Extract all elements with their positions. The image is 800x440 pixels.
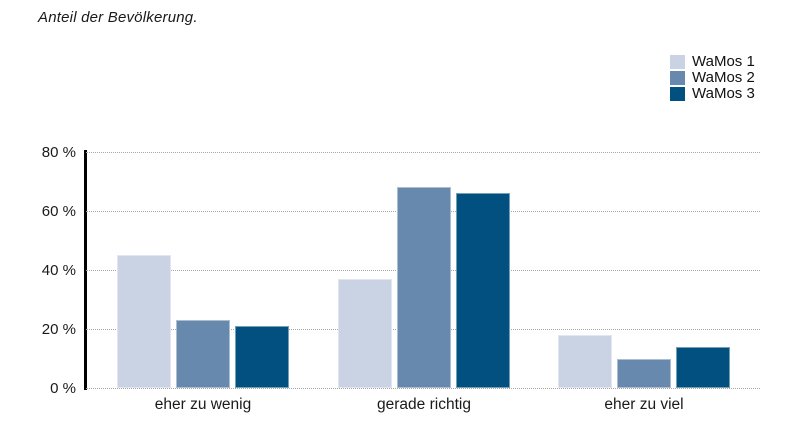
x-category-label-3: eher zu viel: [604, 396, 684, 413]
legend-label: WaMos 2: [692, 69, 755, 86]
legend: WaMos 1 WaMos 2 WaMos 3: [670, 54, 755, 102]
bar-wamos-2-1: [176, 320, 230, 388]
y-tick-label-20: 20 %: [41, 321, 76, 338]
y-tick-label-0: 0 %: [50, 380, 76, 397]
bar-group-3: [558, 152, 730, 388]
bar-wamos-1-3: [558, 334, 612, 388]
y-tick-label-60: 60 %: [41, 203, 76, 220]
bar-group-1: [117, 152, 289, 388]
bar-wamos-3-1: [235, 326, 289, 388]
legend-item-2: WaMos 2: [670, 70, 755, 86]
chart-title: Anteil der Bevölkerung.: [38, 9, 198, 26]
plot-area: eher zu wenig gerade richtig eher zu viel: [86, 152, 760, 413]
x-category-label-2: gerade richtig: [377, 396, 471, 413]
legend-swatch-icon: [670, 55, 685, 69]
bar-wamos-2-3: [617, 358, 671, 388]
gridline-80: [86, 152, 760, 153]
legend-swatch-icon: [670, 87, 685, 101]
x-category-label-1: eher zu wenig: [154, 396, 252, 413]
y-tick-label-40: 40 %: [41, 262, 76, 279]
y-tick-label-80: 80 %: [41, 144, 76, 161]
legend-label: WaMos 3: [692, 85, 755, 102]
bar-wamos-3-3: [676, 346, 730, 388]
bar-wamos-1-2: [338, 278, 392, 388]
legend-label: WaMos 1: [692, 53, 755, 70]
legend-item-3: WaMos 3: [670, 86, 755, 102]
bar-wamos-3-2: [456, 193, 510, 388]
gridline-0: [86, 388, 760, 389]
legend-item-1: WaMos 1: [670, 54, 755, 70]
bar-group-2: [338, 152, 510, 388]
legend-swatch-icon: [670, 71, 685, 85]
bar-wamos-2-2: [397, 187, 451, 388]
y-axis-line: [84, 150, 87, 390]
bar-wamos-1-1: [117, 255, 171, 388]
